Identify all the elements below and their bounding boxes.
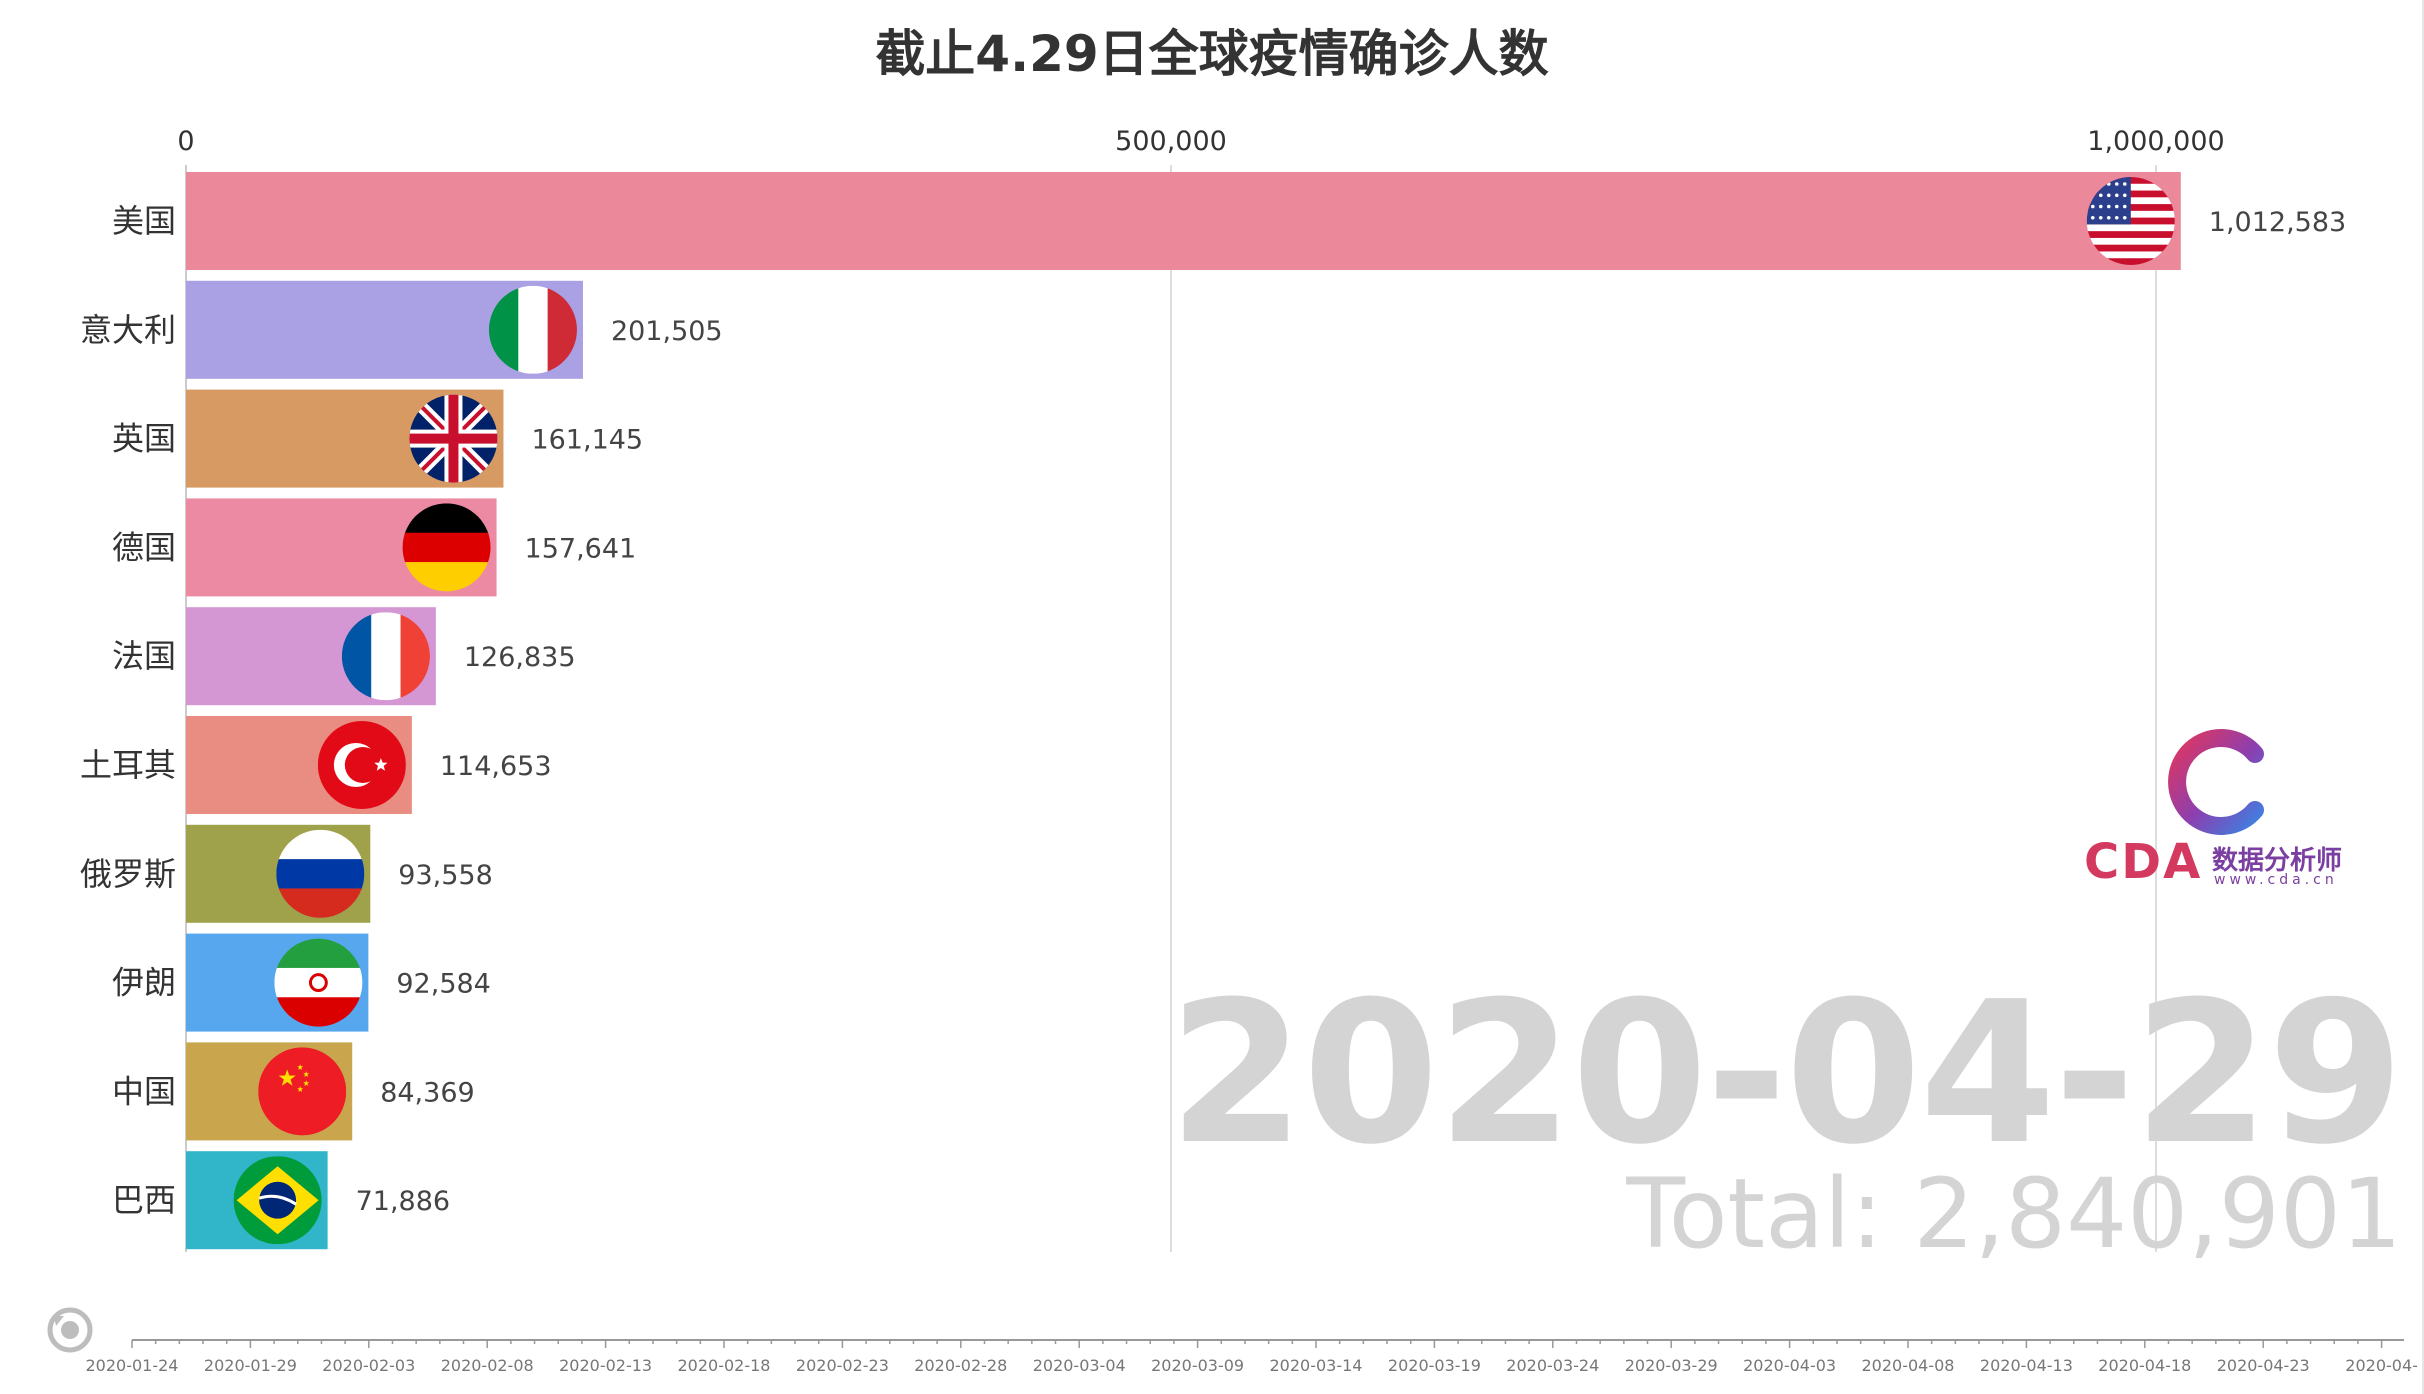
category-label: 英国 bbox=[112, 420, 176, 458]
value-label: 71,886 bbox=[356, 1186, 450, 1217]
category-label: 德国 bbox=[112, 528, 176, 566]
logo-brand-text: CDA bbox=[2084, 834, 2203, 890]
bar-group: 德国 157,641 bbox=[112, 498, 637, 597]
timeline-date-label[interactable]: 2020-04- bbox=[2345, 1356, 2418, 1375]
timeline-date-label[interactable]: 2020-01-29 bbox=[204, 1356, 297, 1375]
x-tick-label: 500,000 bbox=[1115, 126, 1227, 157]
timeline-date-label[interactable]: 2020-02-08 bbox=[441, 1356, 534, 1375]
bar-chart: 0 500,000 1,000,000 美国 1,012,583 意大利 201,505 英… bbox=[80, 126, 2346, 1252]
timeline-date-label[interactable]: 2020-02-18 bbox=[678, 1356, 771, 1375]
value-label: 1,012,583 bbox=[2209, 207, 2346, 238]
category-label: 伊朗 bbox=[112, 964, 176, 1002]
category-label: 土耳其 bbox=[80, 746, 176, 784]
x-tick-label: 1,000,000 bbox=[2087, 126, 2224, 157]
cda-logo-mark bbox=[2168, 729, 2264, 835]
bar-group: 意大利 201,505 bbox=[80, 280, 723, 379]
timeline-date-label[interactable]: 2020-03-29 bbox=[1625, 1356, 1718, 1375]
bar-group: 英国 161,145 bbox=[112, 389, 643, 488]
bar-group: 巴西 71,886 bbox=[112, 1151, 450, 1250]
iran-flag-icon bbox=[274, 938, 363, 1027]
x-tick-label: 0 bbox=[177, 126, 194, 157]
value-label: 161,145 bbox=[531, 425, 643, 456]
value-label: 126,835 bbox=[464, 642, 576, 673]
value-label: 201,505 bbox=[611, 316, 723, 347]
timeline[interactable]: 2020-01-24 2020-01-29 2020-02-03 2020-02-08… bbox=[0, 1310, 2424, 1394]
italy-flag-icon bbox=[488, 285, 577, 374]
value-label: 114,653 bbox=[440, 751, 552, 782]
brazil-flag-icon bbox=[233, 1156, 322, 1245]
timeline-date-label[interactable]: 2020-02-23 bbox=[796, 1356, 889, 1375]
timeline-date-label[interactable]: 2020-04-23 bbox=[2217, 1356, 2310, 1375]
timeline-date-label[interactable]: 2020-03-19 bbox=[1388, 1356, 1481, 1375]
chart-title: 截止4.29日全球疫情确诊人数 bbox=[875, 25, 1549, 83]
category-label: 中国 bbox=[112, 1072, 176, 1110]
current-date-label: 2020-04-29 bbox=[1168, 960, 2404, 1188]
category-label: 意大利 bbox=[80, 311, 176, 349]
value-label: 93,558 bbox=[398, 860, 492, 891]
logo-url-text: www.cda.cn bbox=[2214, 872, 2338, 888]
logo-chinese-text: 数据分析师 bbox=[2212, 846, 2343, 876]
value-label: 84,369 bbox=[380, 1077, 474, 1108]
turkey-flag-icon bbox=[317, 721, 406, 809]
value-label: 92,584 bbox=[396, 969, 490, 1000]
replay-icon[interactable] bbox=[46, 1306, 94, 1354]
bar-group: 法国 126,835 bbox=[112, 607, 576, 706]
frame-border bbox=[2422, 0, 2424, 1394]
uk-flag-icon bbox=[409, 394, 498, 483]
bar-group: 伊朗 92,584 bbox=[112, 933, 491, 1032]
category-label: 法国 bbox=[112, 637, 176, 675]
timeline-date-label[interactable]: 2020-02-28 bbox=[914, 1356, 1007, 1375]
bar-group: 美国 1,012,583 bbox=[112, 172, 2346, 270]
category-label: 巴西 bbox=[112, 1181, 176, 1219]
category-label: 美国 bbox=[112, 202, 176, 240]
timeline-date-label[interactable]: 2020-03-24 bbox=[1506, 1356, 1599, 1375]
bar-group: 俄罗斯 93,558 bbox=[80, 824, 493, 923]
timeline-date-label[interactable]: 2020-03-14 bbox=[1270, 1356, 1363, 1375]
timeline-date-label[interactable]: 2020-03-09 bbox=[1151, 1356, 1244, 1375]
timeline-date-label[interactable]: 2020-04-13 bbox=[1980, 1356, 2073, 1375]
timeline-date-label[interactable]: 2020-01-24 bbox=[86, 1356, 179, 1375]
timeline-date-label[interactable]: 2020-03-04 bbox=[1033, 1356, 1126, 1375]
timeline-date-label[interactable]: 2020-04-08 bbox=[1862, 1356, 1955, 1375]
timeline-date-label[interactable]: 2020-02-13 bbox=[559, 1356, 652, 1375]
bar-group: 中国 84,369 bbox=[112, 1042, 475, 1141]
timeline-date-label[interactable]: 2020-04-03 bbox=[1743, 1356, 1836, 1375]
bar-group: 土耳其 114,653 bbox=[80, 716, 552, 814]
total-count-label: Total: 2,840,901 bbox=[1626, 1158, 2402, 1270]
timeline-date-label[interactable]: 2020-02-03 bbox=[322, 1356, 415, 1375]
timeline-date-label[interactable]: 2020-04-18 bbox=[2098, 1356, 2191, 1375]
value-label: 157,641 bbox=[525, 533, 637, 564]
us-flag-icon bbox=[2086, 177, 2175, 265]
china-flag-icon bbox=[258, 1047, 347, 1136]
bar bbox=[186, 172, 2181, 270]
category-label: 俄罗斯 bbox=[80, 855, 176, 893]
